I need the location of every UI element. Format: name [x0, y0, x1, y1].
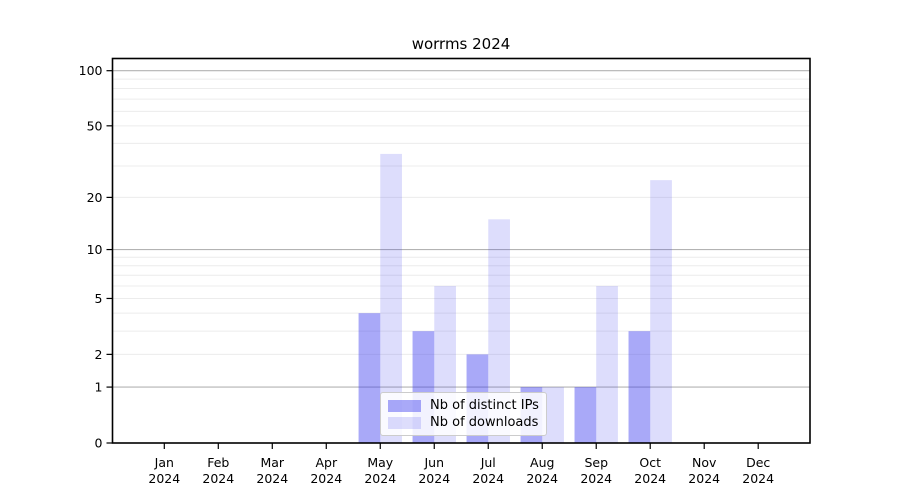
legend-item-distinct-ips: Nb of distinct IPs	[388, 399, 539, 412]
x-tick-label-month: Jan	[154, 455, 174, 470]
plot-frame	[111, 57, 811, 444]
x-tick-label-month: Mar	[260, 455, 284, 470]
x-tick-label-month: Aug	[530, 455, 554, 470]
y-tick-label: 10	[87, 242, 103, 257]
bar-downloads-Jul	[488, 219, 510, 443]
x-tick-label-month: Nov	[692, 455, 717, 470]
legend-swatch-distinct-ips-icon	[388, 399, 421, 412]
x-tick-label-year: 2024	[418, 471, 450, 486]
y-tick-label: 20	[87, 190, 103, 205]
x-tick-label-year: 2024	[310, 471, 342, 486]
y-tick-label: 50	[87, 118, 103, 133]
x-tick-label-year: 2024	[634, 471, 666, 486]
legend: Nb of distinct IPs Nb of downloads	[380, 392, 547, 436]
x-tick-label-month: Sep	[584, 455, 608, 470]
bar-distinct-ips-Oct	[628, 331, 651, 443]
y-tick-label: 5	[95, 291, 103, 306]
x-tick-label-year: 2024	[202, 471, 234, 486]
chart-title: worrms 2024	[411, 35, 511, 53]
legend-item-downloads: Nb of downloads	[388, 416, 539, 429]
y-tick-label: 100	[79, 63, 103, 78]
bar-distinct-ips-Sep	[574, 387, 597, 443]
legend-label-downloads: Nb of downloads	[430, 415, 539, 430]
x-tick-label-month: Dec	[746, 455, 770, 470]
x-tick-label-month: Jul	[480, 455, 496, 470]
x-tick-label-month: May	[367, 455, 393, 470]
x-tick-label-year: 2024	[742, 471, 774, 486]
x-tick-label-month: Feb	[207, 455, 229, 470]
x-tick-label-year: 2024	[526, 471, 558, 486]
y-tick-label: 0	[95, 436, 103, 451]
bar-distinct-ips-May	[358, 313, 381, 443]
x-tick-label-year: 2024	[688, 471, 720, 486]
x-tick-label-month: Jun	[423, 455, 444, 470]
x-tick-label-year: 2024	[256, 471, 288, 486]
bar-downloads-Oct	[650, 180, 672, 444]
bar-downloads-May	[380, 153, 402, 444]
y-tick-label: 2	[95, 347, 103, 362]
y-tick-label: 1	[95, 380, 103, 395]
x-tick-label-year: 2024	[472, 471, 504, 486]
legend-label-distinct-ips: Nb of distinct IPs	[430, 398, 539, 413]
bar-downloads-Aug	[542, 387, 564, 443]
x-tick-label-year: 2024	[364, 471, 396, 486]
x-tick-label-month: Oct	[639, 455, 661, 470]
x-tick-label-month: Apr	[315, 455, 337, 470]
bar-downloads-Sep	[596, 286, 618, 443]
x-tick-label-year: 2024	[580, 471, 612, 486]
x-tick-label-year: 2024	[148, 471, 180, 486]
legend-swatch-downloads-icon	[388, 416, 421, 429]
